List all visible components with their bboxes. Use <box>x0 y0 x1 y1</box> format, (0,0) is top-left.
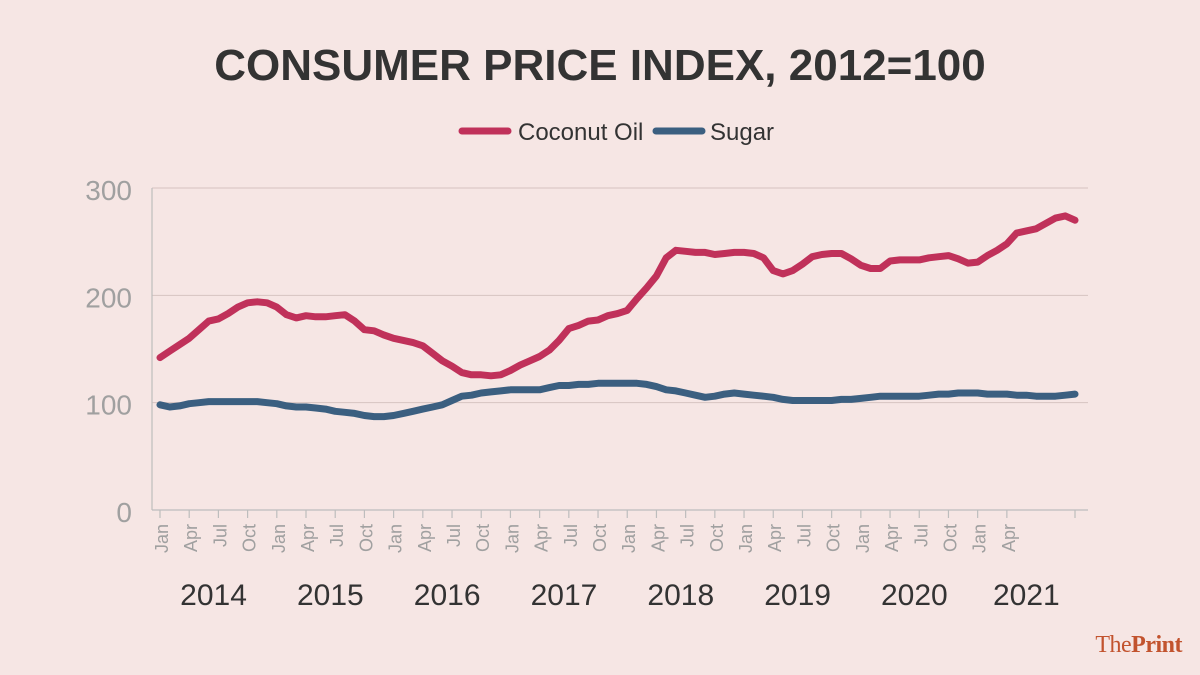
x-month-label: Jan <box>619 524 639 553</box>
y-tick-label: 100 <box>85 390 132 421</box>
year-label: 2018 <box>647 579 714 612</box>
x-month-label: Oct <box>940 524 960 552</box>
y-tick-label: 300 <box>85 175 132 206</box>
x-month-label: Jan <box>386 524 406 553</box>
year-label: 2021 <box>993 579 1060 612</box>
x-month-label: Jul <box>794 524 814 547</box>
x-month-label: Apr <box>415 524 435 552</box>
x-month-label: Jan <box>853 524 873 553</box>
brand-part1: The <box>1095 632 1132 658</box>
gridlines <box>152 187 1088 404</box>
x-month-label: Oct <box>473 524 493 552</box>
y-tick-label: 200 <box>85 282 132 313</box>
legend: Coconut Oil Sugar <box>458 119 774 146</box>
x-month-label: Apr <box>181 524 201 552</box>
series-lines <box>156 212 1079 421</box>
x-month-label: Jul <box>911 524 931 547</box>
x-month-label: Oct <box>356 524 376 552</box>
x-month-label: Oct <box>240 524 260 552</box>
x-month-label: Jul <box>210 524 230 547</box>
x-axis: Jan Apr Jul Oct Jan Apr Jul Oct Jan Apr Jul Oct Jan A… <box>152 509 1088 612</box>
x-month-label: Apr <box>765 524 785 552</box>
x-month-label: Jul <box>561 524 581 547</box>
legend-coconut-label: Coconut Oil <box>518 119 643 146</box>
x-month-label: Apr <box>882 524 902 552</box>
brand-part2: Print <box>1131 632 1182 658</box>
legend-sugar-label: Sugar <box>710 119 774 146</box>
year-label: 2017 <box>531 579 598 612</box>
x-month-label: Jan <box>502 524 522 553</box>
chart-title: CONSUMER PRICE INDEX, 2012=100 <box>214 41 986 90</box>
x-month-label: Jul <box>327 524 347 547</box>
x-month-label: Jan <box>970 524 990 553</box>
y-axis: 0 100 200 300 <box>85 175 153 528</box>
x-month-label: Jan <box>736 524 756 553</box>
series-line-coconut-oil <box>156 212 1079 380</box>
x-month-label: Apr <box>648 524 668 552</box>
x-month-label: Apr <box>999 524 1019 552</box>
x-month-label: Apr <box>532 524 552 552</box>
year-label: 2019 <box>764 579 831 612</box>
y-tick-label: 0 <box>116 497 132 528</box>
x-month-label: Oct <box>824 524 844 552</box>
brand-logo: ThePrint <box>1095 632 1182 659</box>
x-month-label: Apr <box>298 524 318 552</box>
series-line-sugar <box>156 379 1079 421</box>
year-label: 2014 <box>180 579 247 612</box>
year-label: 2020 <box>881 579 948 612</box>
x-month-label: Jul <box>678 524 698 547</box>
year-label: 2016 <box>414 579 481 612</box>
x-month-label: Jan <box>269 524 289 553</box>
x-month-label: Jan <box>152 524 172 553</box>
x-month-label: Jul <box>444 524 464 547</box>
year-label: 2015 <box>297 579 364 612</box>
x-month-label: Oct <box>707 524 727 552</box>
x-month-label: Oct <box>590 524 610 552</box>
